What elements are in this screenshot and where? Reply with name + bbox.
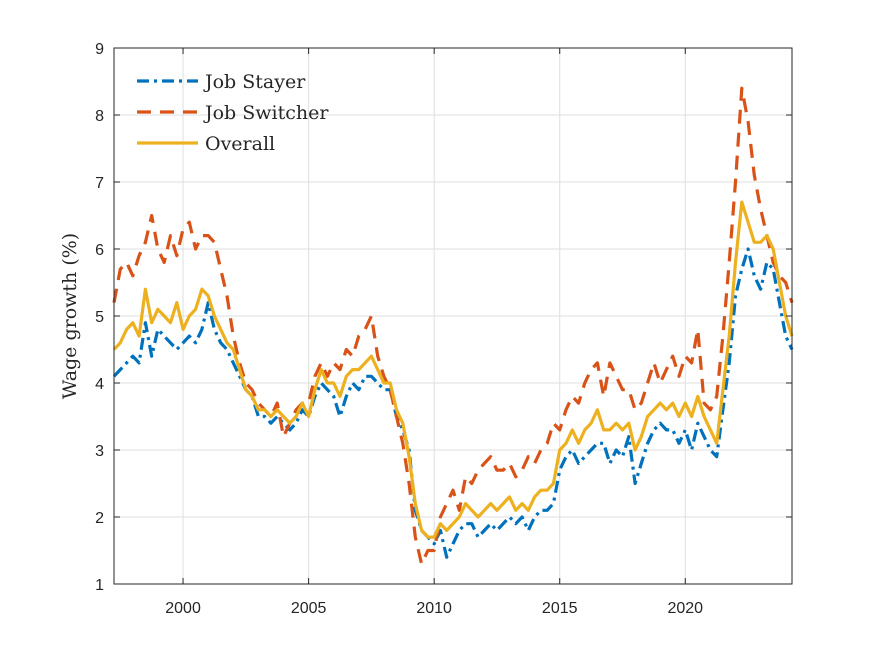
y-tick-label: 4 [95,376,104,393]
x-tick-label: 2020 [667,600,703,617]
ticks: 2000 2005 2010 2015 2020 1 2 3 4 5 6 7 8 9 [95,41,792,617]
legend-label: Job Stayer [203,71,306,93]
y-tick-label: 5 [95,309,104,326]
x-tick-label: 2010 [416,600,452,617]
x-tick-label: 2015 [542,600,578,617]
x-tick-label: 2000 [165,600,201,617]
series-layer [112,86,794,566]
series-line-overall [112,200,794,539]
y-tick-label: 7 [95,175,104,192]
y-tick-label: 1 [95,577,104,594]
series-line-job-switcher [112,86,794,566]
x-tick-label: 2005 [291,600,327,617]
y-tick-label: 2 [95,510,104,527]
y-tick-label: 3 [95,443,104,460]
y-axis-title: Wage growth (%) [59,233,81,399]
legend-label: Job Switcher [203,102,329,124]
legend: Job Stayer Job Switcher Overall [137,71,329,155]
y-tick-label: 9 [95,41,104,58]
legend-label: Overall [205,133,275,155]
y-tick-label: 6 [95,242,104,259]
y-tick-label: 8 [95,108,104,125]
series-line-job-stayer [112,247,794,559]
